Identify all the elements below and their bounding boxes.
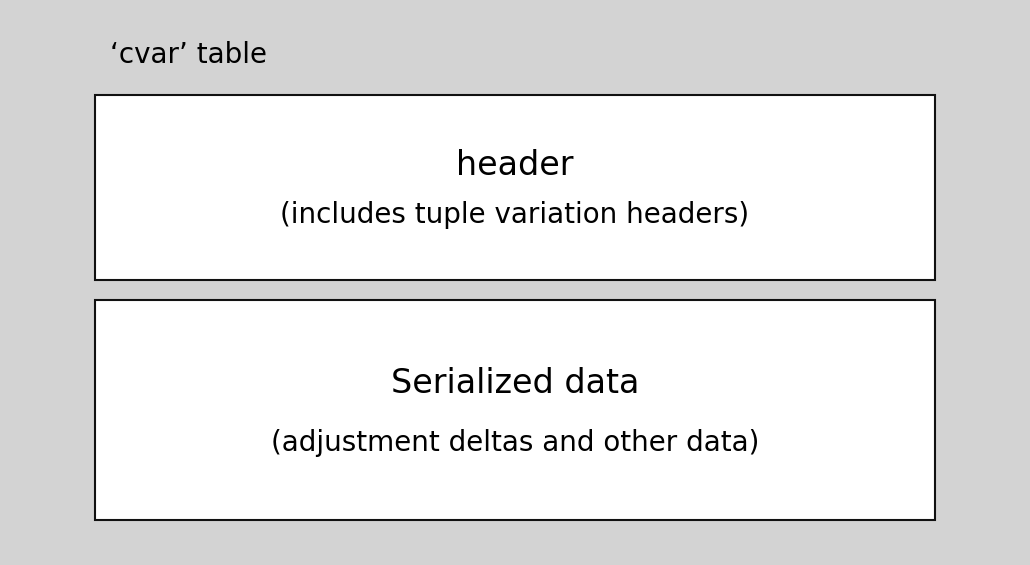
Text: header: header xyxy=(456,149,574,182)
Text: Serialized data: Serialized data xyxy=(390,367,640,400)
Text: (adjustment deltas and other data): (adjustment deltas and other data) xyxy=(271,429,759,457)
Text: ‘cvar’ table: ‘cvar’ table xyxy=(110,41,267,69)
Text: (includes tuple variation headers): (includes tuple variation headers) xyxy=(280,201,750,229)
Bar xyxy=(95,300,935,520)
Bar xyxy=(95,95,935,280)
